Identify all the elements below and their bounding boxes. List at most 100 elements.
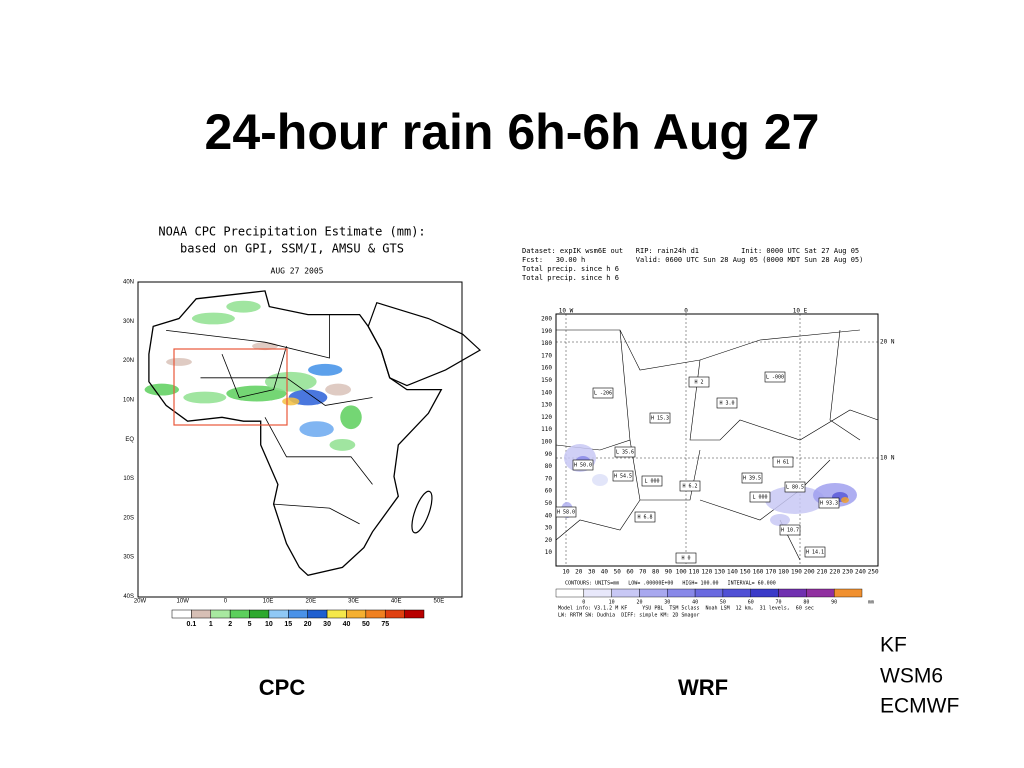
x-label: 40 bbox=[601, 569, 609, 576]
y-label: 110 bbox=[541, 426, 552, 433]
y-label: 10 bbox=[545, 549, 553, 556]
side-note: WSM6 bbox=[880, 665, 943, 688]
cpc-title: based on GPI, SSM/I, AMSU & GTS bbox=[180, 242, 404, 256]
coastline bbox=[411, 490, 433, 534]
x-label: 200 bbox=[804, 569, 815, 576]
center-label: H 54.5 bbox=[614, 474, 632, 480]
center-label: H 58.0 bbox=[557, 510, 575, 516]
legend-label: 60 bbox=[748, 600, 754, 606]
legend-label: 0.1 bbox=[187, 621, 197, 628]
x-label: 130 bbox=[714, 569, 725, 576]
center-label: H 10.7 bbox=[781, 528, 799, 534]
legend-swatch bbox=[722, 588, 751, 598]
legend-swatch bbox=[778, 588, 807, 598]
rain-area bbox=[226, 300, 261, 313]
border bbox=[555, 499, 641, 541]
legend-label: 40 bbox=[343, 621, 351, 628]
lat-label: 10 N bbox=[880, 455, 895, 462]
legend-swatch bbox=[555, 588, 585, 598]
caption: CPC bbox=[259, 675, 306, 700]
rain-area bbox=[282, 397, 300, 406]
model-info: LW: RRTM SW: Dudhia DIFF: simple KM: 2D … bbox=[558, 613, 699, 619]
side-note: ECMWF bbox=[880, 695, 959, 718]
region-box bbox=[173, 348, 288, 426]
legend-label: 2 bbox=[228, 621, 232, 628]
center-label: H 0 bbox=[681, 556, 690, 562]
legend-label: 40 bbox=[692, 600, 698, 606]
center-box bbox=[784, 481, 806, 493]
rain-area bbox=[191, 312, 235, 325]
x-label: 220 bbox=[829, 569, 840, 576]
lat-label: 40N bbox=[123, 280, 134, 286]
x-label: 90 bbox=[665, 569, 673, 576]
legend-swatch bbox=[639, 588, 668, 598]
y-label: 180 bbox=[541, 340, 552, 347]
center-label: L 000 bbox=[752, 495, 767, 501]
x-label: 110 bbox=[689, 569, 700, 576]
center-label: H 14.1 bbox=[806, 550, 824, 556]
y-label: 140 bbox=[541, 389, 552, 396]
legend-label: 30 bbox=[664, 600, 670, 606]
y-label: 70 bbox=[545, 475, 553, 482]
y-label: 80 bbox=[545, 463, 553, 470]
y-label: 30 bbox=[545, 525, 553, 532]
cpc-date: AUG 27 2005 bbox=[271, 267, 324, 276]
legend-label: 5 bbox=[248, 621, 252, 628]
legend-label: 70 bbox=[776, 600, 782, 606]
legend-label: 50 bbox=[720, 600, 726, 606]
legend-swatch bbox=[249, 609, 270, 619]
legend-label: 75 bbox=[381, 621, 389, 628]
center-box bbox=[649, 412, 671, 424]
center-label: L 000 bbox=[644, 479, 659, 485]
center-label: H 15.3 bbox=[651, 416, 669, 422]
rain-area bbox=[770, 514, 790, 526]
center-label: H 3.0 bbox=[719, 401, 734, 407]
y-label: 60 bbox=[545, 488, 553, 495]
lat-label: 30N bbox=[123, 319, 134, 325]
lon-label: 0 bbox=[684, 308, 688, 315]
rain-area bbox=[329, 438, 356, 451]
y-label: 40 bbox=[545, 512, 553, 519]
lon-label: 0 bbox=[224, 599, 228, 605]
legend-swatch bbox=[611, 588, 640, 598]
x-label: 80 bbox=[652, 569, 660, 576]
lon-label: 20E bbox=[305, 599, 316, 605]
legend-swatch bbox=[806, 588, 835, 598]
cpc-title: NOAA CPC Precipitation Estimate (mm): bbox=[158, 225, 425, 239]
border bbox=[166, 314, 330, 359]
border bbox=[273, 503, 360, 525]
lon-label: 50E bbox=[434, 599, 445, 605]
x-label: 210 bbox=[817, 569, 828, 576]
lon-label: 40E bbox=[391, 599, 402, 605]
center-box bbox=[614, 446, 636, 458]
slide-title: 24-hour rain 6h-6h Aug 27 bbox=[205, 104, 820, 160]
lat-label: 10S bbox=[123, 476, 134, 482]
center-box bbox=[634, 511, 656, 523]
legend-label: 20 bbox=[636, 600, 642, 606]
legend-swatch bbox=[384, 609, 405, 619]
legend-swatch bbox=[833, 588, 863, 598]
center-box bbox=[688, 376, 710, 388]
border bbox=[629, 439, 701, 501]
lat-label: 30S bbox=[123, 555, 134, 561]
coastline bbox=[148, 290, 443, 577]
lon-label: 30E bbox=[348, 599, 359, 605]
center-label: L -206 bbox=[594, 391, 612, 397]
legend-swatch bbox=[346, 609, 367, 619]
model-info: Model info: V3.1.2 M KF YSU PBL TSM 5cla… bbox=[558, 606, 814, 612]
cpc-frame bbox=[137, 281, 463, 598]
rain-area bbox=[265, 371, 317, 392]
y-label: 160 bbox=[541, 365, 552, 372]
center-box bbox=[612, 470, 634, 482]
lat-label: 40S bbox=[123, 594, 134, 600]
side-note: KF bbox=[880, 634, 907, 657]
legend-label: 10 bbox=[265, 621, 273, 628]
y-label: 120 bbox=[541, 414, 552, 421]
lon-label: 20W bbox=[134, 599, 147, 605]
lon-label: 10 E bbox=[793, 308, 808, 315]
legend-label: 15 bbox=[284, 621, 292, 628]
rain-area bbox=[166, 358, 192, 366]
x-label: 240 bbox=[855, 569, 866, 576]
y-label: 130 bbox=[541, 402, 552, 409]
x-label: 140 bbox=[727, 569, 738, 576]
